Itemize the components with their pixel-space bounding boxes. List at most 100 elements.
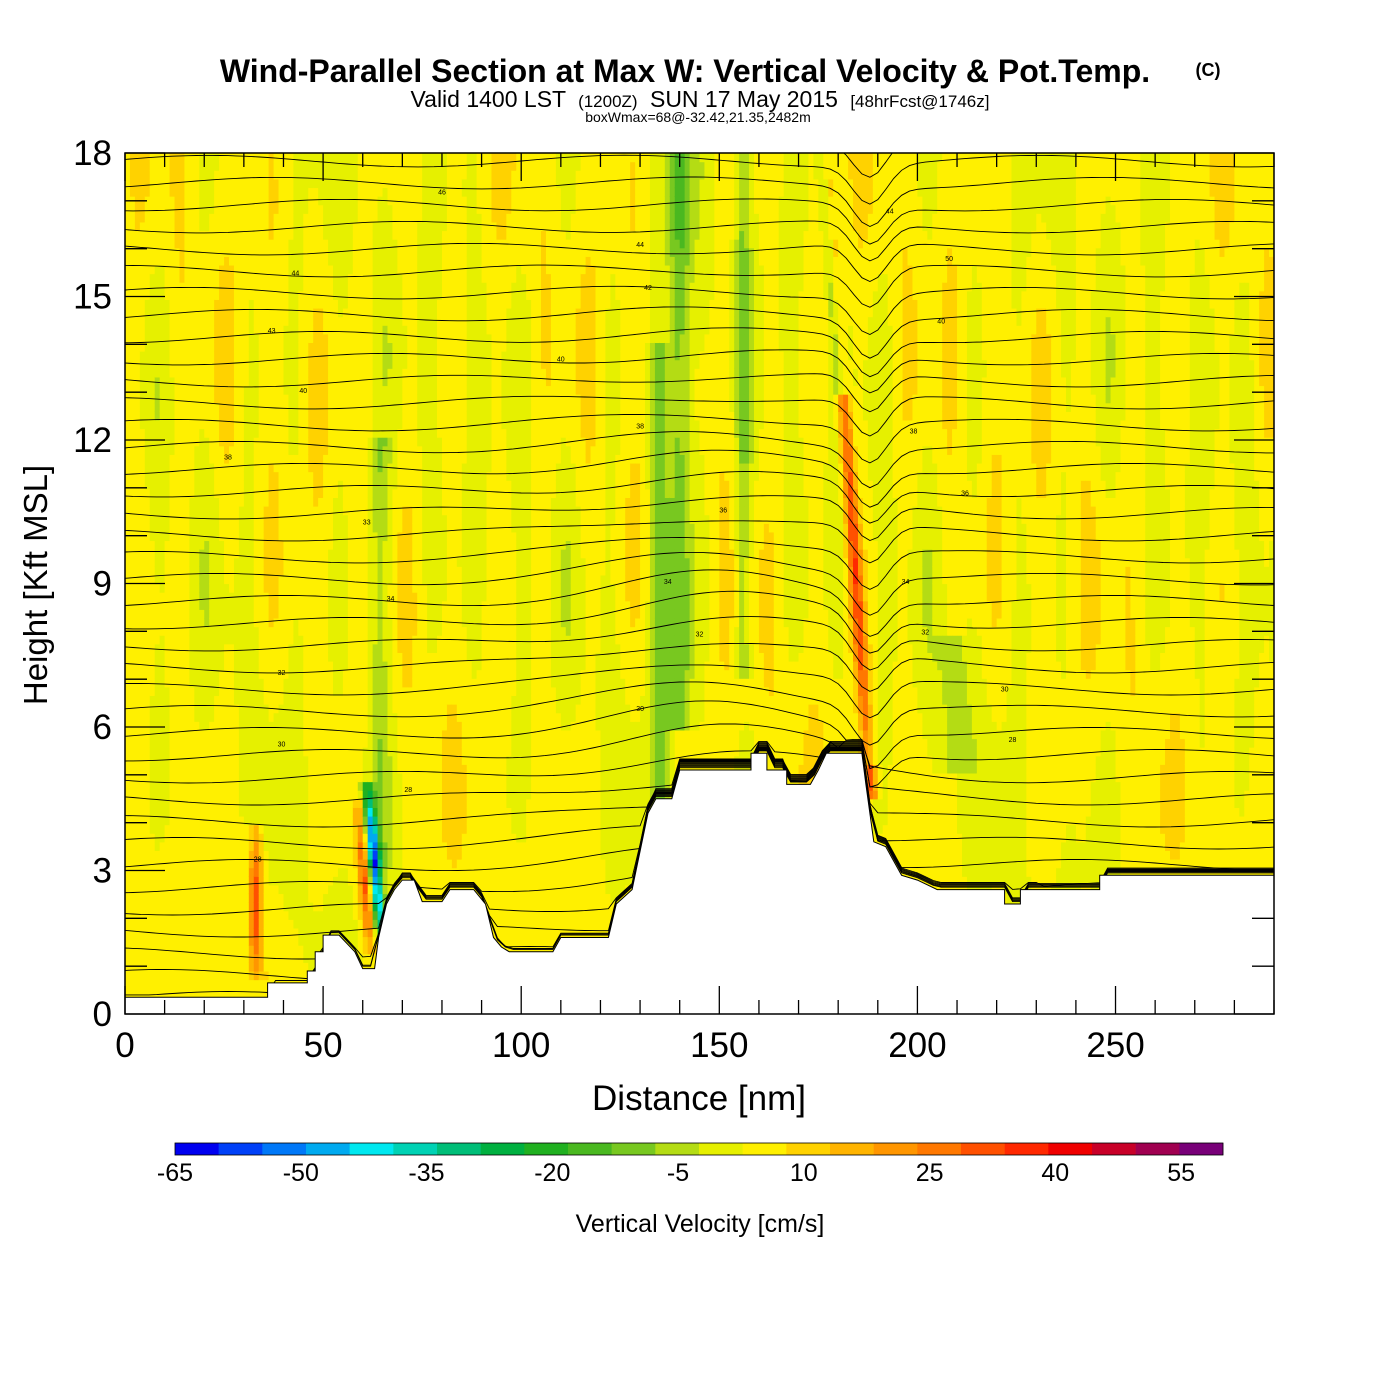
- velocity-cell: [298, 471, 304, 481]
- velocity-cell: [174, 333, 181, 344]
- velocity-cell: [273, 531, 280, 542]
- velocity-cell: [219, 333, 225, 344]
- velocity-cell: [149, 178, 156, 189]
- velocity-cell: [204, 402, 210, 412]
- velocity-cell: [149, 652, 156, 662]
- velocity-cell: [268, 936, 275, 946]
- velocity-cell: [233, 884, 240, 895]
- velocity-cell: [337, 454, 344, 464]
- velocity-cell: [194, 815, 200, 826]
- velocity-cell: [189, 738, 195, 748]
- velocity-cell: [134, 462, 141, 473]
- velocity-cell: [169, 626, 176, 636]
- velocity-cell: [164, 729, 171, 740]
- velocity-cell: [204, 256, 210, 266]
- velocity-cell: [248, 247, 255, 257]
- velocity-cell: [298, 574, 304, 585]
- velocity-cell: [189, 256, 195, 266]
- velocity-cell: [258, 178, 265, 189]
- velocity-cell: [337, 153, 344, 154]
- velocity-cell: [169, 419, 176, 430]
- velocity-cell: [229, 307, 235, 318]
- velocity-cell: [243, 945, 250, 955]
- velocity-cell: [144, 635, 151, 645]
- velocity-cell: [313, 876, 319, 886]
- velocity-cell: [263, 884, 270, 895]
- velocity-cell: [313, 247, 319, 257]
- velocity-cell: [204, 368, 210, 378]
- velocity-cell: [224, 428, 230, 438]
- velocity-cell: [283, 747, 290, 757]
- velocity-cell: [229, 351, 235, 361]
- velocity-cell: [164, 678, 171, 688]
- velocity-cell: [357, 936, 364, 946]
- velocity-cell: [288, 437, 294, 447]
- velocity-cell: [283, 962, 290, 972]
- velocity-cell: [159, 178, 166, 189]
- velocity-cell: [194, 824, 200, 834]
- velocity-cell: [298, 790, 304, 800]
- velocity-cell: [144, 428, 151, 438]
- velocity-cell: [129, 221, 136, 232]
- velocity-cell: [288, 488, 294, 498]
- velocity-cell: [333, 893, 339, 903]
- velocity-cell: [134, 970, 141, 981]
- velocity-cell: [278, 729, 285, 740]
- velocity-cell: [278, 187, 285, 197]
- velocity-cell: [308, 497, 314, 507]
- velocity-cell: [204, 850, 210, 860]
- velocity-cell: [204, 471, 210, 481]
- velocity-cell: [214, 669, 220, 679]
- velocity-cell: [362, 204, 369, 214]
- velocity-cell: [328, 170, 334, 180]
- velocity-cell: [214, 574, 220, 585]
- velocity-cell: [169, 962, 176, 972]
- velocity-cell: [303, 970, 309, 981]
- velocity-cell: [159, 738, 166, 748]
- velocity-cell: [258, 902, 265, 912]
- velocity-cell: [174, 161, 181, 171]
- velocity-cell: [174, 411, 181, 421]
- velocity-cell: [233, 798, 240, 808]
- velocity-cell: [328, 669, 334, 679]
- velocity-cell: [139, 609, 146, 619]
- velocity-cell: [253, 187, 260, 197]
- velocity-cell: [243, 910, 250, 920]
- velocity-cell: [367, 962, 374, 972]
- velocity-cell: [159, 204, 166, 214]
- velocity-cell: [293, 204, 299, 214]
- velocity-cell: [189, 841, 195, 852]
- velocity-cell: [134, 333, 141, 344]
- velocity-cell: [204, 290, 210, 300]
- velocity-cell: [263, 652, 270, 662]
- velocity-cell: [268, 480, 275, 490]
- velocity-cell: [169, 273, 176, 283]
- velocity-cell: [298, 592, 304, 602]
- velocity-cell: [233, 531, 240, 542]
- velocity-cell: [293, 755, 299, 765]
- velocity-cell: [283, 230, 290, 240]
- velocity-cell: [134, 643, 141, 653]
- velocity-cell: [204, 316, 210, 326]
- velocity-cell: [224, 471, 230, 481]
- velocity-cell: [243, 841, 250, 852]
- velocity-cell: [214, 936, 220, 946]
- velocity-cell: [169, 506, 176, 516]
- velocity-cell: [174, 953, 181, 963]
- velocity-cell: [134, 325, 141, 335]
- velocity-cell: [224, 945, 230, 955]
- velocity-cell: [238, 394, 245, 404]
- velocity-cell: [243, 359, 250, 369]
- velocity-cell: [134, 574, 141, 585]
- velocity-cell: [229, 859, 235, 869]
- velocity-cell: [144, 669, 151, 679]
- velocity-cell: [298, 213, 304, 223]
- velocity-cell: [258, 290, 265, 300]
- velocity-cell: [273, 540, 280, 550]
- velocity-cell: [323, 747, 329, 757]
- velocity-cell: [263, 264, 270, 275]
- velocity-cell: [337, 738, 344, 748]
- velocity-cell: [342, 583, 349, 593]
- velocity-cell: [298, 523, 304, 533]
- velocity-cell: [253, 221, 260, 232]
